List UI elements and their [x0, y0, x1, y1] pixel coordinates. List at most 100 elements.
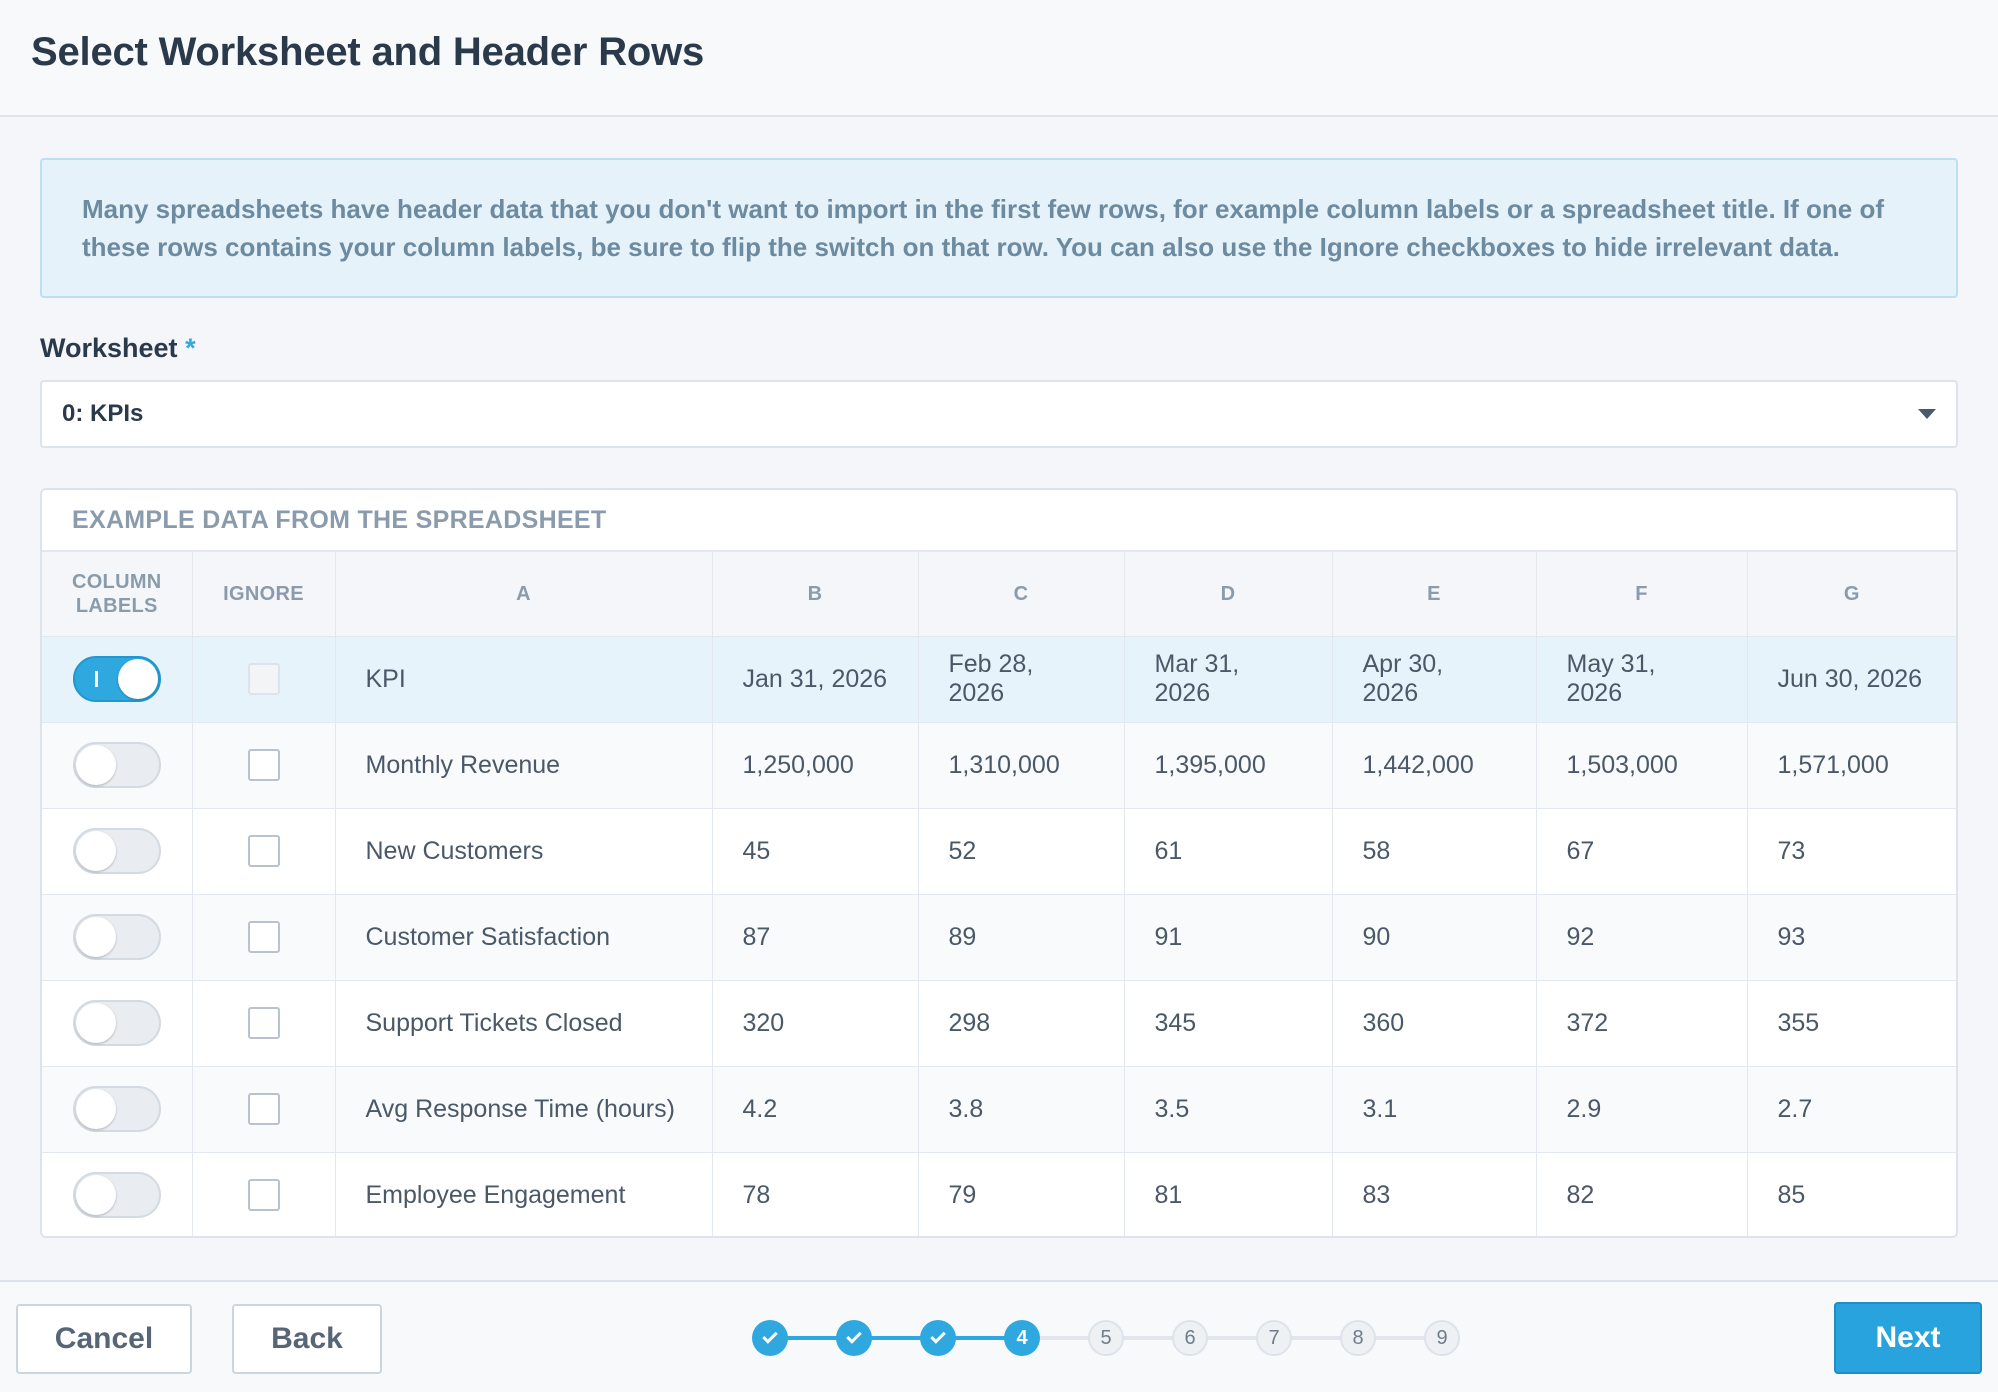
- table-cell: 85: [1747, 1152, 1956, 1236]
- step-3: [920, 1320, 956, 1356]
- table-cell: 3.1: [1332, 1066, 1537, 1153]
- column-labels-header: COLUMN LABELS: [42, 552, 193, 637]
- table-row: Employee Engagement 78 79 81 83 82 85: [42, 1152, 1956, 1236]
- table-cell: 45: [712, 808, 919, 895]
- dialog-content: Many spreadsheets have header data that …: [0, 118, 1998, 1280]
- step-5: 5: [1088, 1320, 1124, 1356]
- info-callout: Many spreadsheets have header data that …: [40, 158, 1958, 298]
- ignore-cell: [192, 1152, 336, 1236]
- toggle-knob: [75, 1175, 116, 1215]
- table-cell: 1,503,000: [1536, 722, 1748, 809]
- back-button[interactable]: Back: [232, 1304, 382, 1374]
- ignore-header: IGNORE: [192, 552, 336, 637]
- table-cell: Employee Engagement: [335, 1152, 713, 1236]
- ignore-checkbox[interactable]: [247, 749, 280, 781]
- column-header: F: [1536, 552, 1748, 637]
- table-cell: Apr 30, 2026: [1332, 636, 1537, 723]
- ignore-checkbox[interactable]: [247, 1179, 280, 1211]
- table-cell: Monthly Revenue: [335, 722, 713, 809]
- table-cell: 298: [918, 980, 1125, 1067]
- step-9: 9: [1424, 1320, 1460, 1356]
- step-6: 6: [1172, 1320, 1208, 1356]
- table-row: KPI Jan 31, 2026 Feb 28, 2026 Mar 31, 20…: [42, 636, 1956, 723]
- column-header: C: [918, 552, 1125, 637]
- table-cell: 1,395,000: [1124, 722, 1333, 809]
- table-cell: 372: [1536, 980, 1748, 1067]
- column-labels-cell: [42, 808, 193, 895]
- table-cell: 87: [712, 894, 919, 981]
- column-header: G: [1747, 552, 1956, 637]
- ignore-cell: [192, 1066, 336, 1153]
- column-labels-toggle[interactable]: [72, 914, 161, 960]
- ignore-cell: [192, 808, 336, 895]
- ignore-checkbox: [247, 663, 280, 695]
- table-row: New Customers 45 52 61 58 67 73: [42, 808, 1956, 895]
- check-icon: [846, 1328, 862, 1344]
- table-cell: 67: [1536, 808, 1748, 895]
- table-cell: Jun 30, 2026: [1747, 636, 1956, 723]
- column-labels-toggle[interactable]: [72, 656, 161, 702]
- ignore-checkbox[interactable]: [247, 921, 280, 953]
- table-cell: 3.8: [918, 1066, 1125, 1153]
- ignore-checkbox[interactable]: [247, 1007, 280, 1039]
- table-header-row: COLUMN LABELS IGNORE A B C D E F G: [42, 552, 1956, 637]
- toggle-knob: [75, 831, 116, 871]
- toggle-knob: [75, 745, 116, 785]
- table-cell: 355: [1747, 980, 1956, 1067]
- stepper-progress-line: [770, 1336, 1022, 1340]
- toggle-knob: [75, 1003, 116, 1043]
- table-row: Avg Response Time (hours) 4.2 3.8 3.5 3.…: [42, 1066, 1956, 1153]
- column-labels-cell: [42, 1152, 193, 1236]
- table-cell: Feb 28, 2026: [918, 636, 1125, 723]
- table-cell: 4.2: [712, 1066, 919, 1153]
- check-icon: [930, 1328, 946, 1344]
- column-labels-toggle[interactable]: [72, 1000, 161, 1046]
- table-row: Customer Satisfaction 87 89 91 90 92 93: [42, 894, 1956, 981]
- ignore-cell: [192, 722, 336, 809]
- table-cell: 345: [1124, 980, 1333, 1067]
- table-cell: 1,250,000: [712, 722, 919, 809]
- table-cell: 81: [1124, 1152, 1333, 1236]
- table-cell: Avg Response Time (hours): [335, 1066, 713, 1153]
- dialog-header: Select Worksheet and Header Rows: [0, 0, 1998, 117]
- required-marker: *: [185, 333, 196, 363]
- table-cell: Mar 31, 2026: [1124, 636, 1333, 723]
- column-header: D: [1124, 552, 1333, 637]
- panel-title: EXAMPLE DATA FROM THE SPREADSHEET: [42, 490, 1956, 552]
- table-cell: 3.5: [1124, 1066, 1333, 1153]
- check-icon: [762, 1328, 778, 1344]
- toggle-on-icon: [94, 671, 98, 687]
- column-labels-cell: [42, 894, 193, 981]
- table-cell: 91: [1124, 894, 1333, 981]
- table-cell: 1,571,000: [1747, 722, 1956, 809]
- table-cell: 1,310,000: [918, 722, 1125, 809]
- cancel-button[interactable]: Cancel: [16, 1304, 192, 1374]
- wizard-stepper: 4 5 6 7 8 9: [752, 1320, 1464, 1356]
- worksheet-label-text: Worksheet: [40, 333, 178, 363]
- example-data-table: COLUMN LABELS IGNORE A B C D E F G: [42, 552, 1956, 1236]
- ignore-checkbox[interactable]: [247, 835, 280, 867]
- step-4: 4: [1004, 1320, 1040, 1356]
- table-cell: May 31, 2026: [1536, 636, 1748, 723]
- table-cell: 93: [1747, 894, 1956, 981]
- next-button[interactable]: Next: [1834, 1302, 1982, 1374]
- column-labels-toggle[interactable]: [72, 742, 161, 788]
- table-cell: Jan 31, 2026: [712, 636, 919, 723]
- worksheet-select[interactable]: 0: KPIs: [40, 380, 1958, 448]
- stepper-remaining-line: [1022, 1336, 1442, 1340]
- column-labels-toggle[interactable]: [72, 1086, 161, 1132]
- column-labels-toggle[interactable]: [72, 828, 161, 874]
- ignore-checkbox[interactable]: [247, 1093, 280, 1125]
- table-row: Monthly Revenue 1,250,000 1,310,000 1,39…: [42, 722, 1956, 809]
- table-cell: 90: [1332, 894, 1537, 981]
- ignore-cell: [192, 894, 336, 981]
- chevron-down-icon: [1918, 409, 1936, 419]
- column-labels-cell: [42, 980, 193, 1067]
- dialog-footer: Cancel Back 4 5 6 7 8 9 Next: [0, 1280, 1998, 1392]
- toggle-knob: [75, 917, 116, 957]
- ignore-cell: [192, 980, 336, 1067]
- table-row: Support Tickets Closed 320 298 345 360 3…: [42, 980, 1956, 1067]
- column-labels-toggle[interactable]: [72, 1172, 161, 1218]
- worksheet-label: Worksheet *: [40, 333, 196, 364]
- example-data-panel: EXAMPLE DATA FROM THE SPREADSHEET COLUMN…: [40, 488, 1958, 1238]
